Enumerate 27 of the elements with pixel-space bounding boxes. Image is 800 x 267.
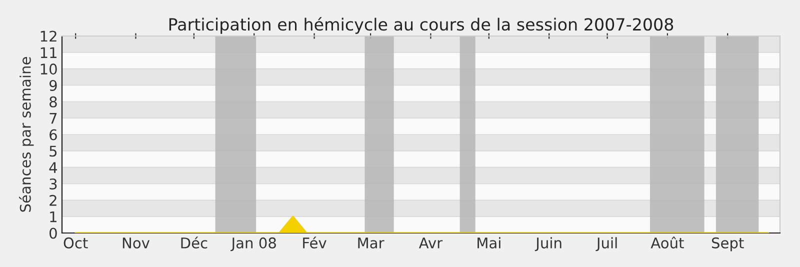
x-tick-label: Oct	[64, 237, 88, 248]
y-tick-label: 11	[40, 47, 56, 58]
y-tick-label: 0	[50, 228, 57, 239]
y-tick-label: 5	[50, 146, 57, 157]
y-tick-label: 4	[49, 162, 58, 173]
y-tick-label: 3	[50, 178, 57, 190]
y-tick-label: 7	[50, 112, 57, 124]
x-tick-label: Fév	[303, 236, 326, 248]
x-tick-label: Août	[650, 236, 684, 248]
y-tick-label: 1	[50, 211, 56, 222]
x-tick-label: Sept	[712, 237, 744, 252]
x-tick-label: Mai	[478, 237, 500, 248]
x-tick-label: Déc	[181, 236, 208, 248]
y-tick-label: 2	[50, 194, 56, 206]
x-tick-label: Nov	[122, 238, 150, 248]
x-tick-label: Avr	[418, 238, 443, 248]
y-tick-label: 9	[49, 80, 57, 91]
y-tick-label: 10	[40, 64, 57, 75]
y-tick-label: 12	[40, 30, 56, 42]
x-tick-label: Juin	[534, 237, 562, 252]
x-tick-label: Juil	[596, 237, 617, 252]
y-axis-title: Séances par semaine	[19, 57, 34, 212]
y-tick-label: 8	[50, 96, 57, 108]
x-tick-label: Jan 08	[230, 237, 276, 252]
chart-title: Participation en hémicycle au cours de la session 2007-2008	[169, 17, 674, 34]
x-tick-label: Mar	[358, 238, 384, 248]
y-tick-label: 6	[50, 129, 57, 140]
